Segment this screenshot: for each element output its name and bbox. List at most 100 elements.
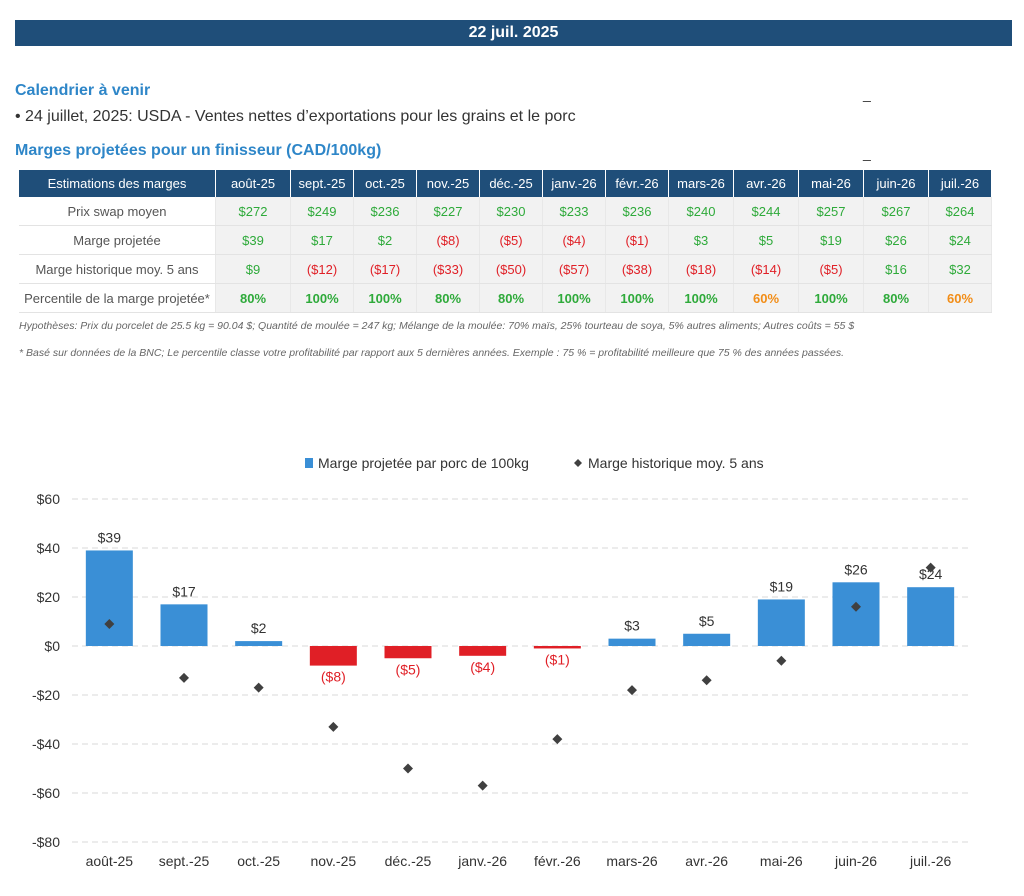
table-cell: ($57) (542, 254, 606, 284)
calendar-title: Calendrier à venir (15, 82, 151, 99)
table-header-month: nov.-25 (416, 170, 480, 197)
table-cell: $26 (863, 225, 929, 255)
historic-marker (925, 562, 936, 573)
historic-marker (179, 672, 189, 683)
table-header-month: avr.-26 (733, 170, 799, 197)
y-tick-label: $0 (44, 638, 60, 654)
historic-marker (477, 780, 488, 791)
y-tick-label: -$40 (32, 736, 60, 752)
table-cell: $19 (798, 225, 864, 255)
table-header-row: Estimations des marges août-25 sept.-25 oc… (19, 170, 992, 197)
bar (160, 604, 208, 646)
table-cell: ($17) (353, 254, 417, 284)
table-cell: $5 (733, 225, 799, 255)
table-cell: ($33) (416, 254, 480, 284)
table-cell: $32 (928, 254, 992, 284)
table-header-month: mai-26 (798, 170, 864, 197)
bar (459, 646, 507, 656)
hypotheses-note: Hypothèses: Prix du porcelet de 25.5 kg … (19, 320, 855, 332)
table-header-month: août-25 (215, 170, 291, 197)
table-cell: ($8) (416, 225, 480, 255)
x-tick-label: nov.-25 (310, 853, 356, 869)
table-cell: $244 (733, 197, 799, 226)
x-tick-label: juin-26 (834, 853, 877, 869)
x-tick-label: févr.-26 (534, 853, 581, 869)
data-label: ($1) (545, 651, 570, 667)
row-label: Prix swap moyen (19, 197, 216, 226)
data-label: $2 (251, 620, 267, 636)
bar (533, 646, 581, 649)
data-label: ($8) (321, 669, 346, 685)
bar (832, 582, 880, 646)
table-cell: ($5) (479, 225, 543, 255)
table-cell: $230 (479, 197, 543, 226)
table-cell: $3 (668, 225, 734, 255)
historic-marker (701, 675, 712, 686)
table-cell: $227 (416, 197, 480, 226)
table-cell: 100% (668, 283, 734, 313)
table-cell: ($18) (668, 254, 734, 284)
table-cell: 100% (290, 283, 354, 313)
y-tick-label: -$60 (32, 785, 60, 801)
table-cell: 100% (798, 283, 864, 313)
bar (683, 633, 731, 646)
data-label: $17 (172, 583, 196, 599)
table-cell: ($1) (605, 225, 669, 255)
x-tick-label: mars-26 (606, 853, 658, 869)
table-cell: 60% (928, 283, 992, 313)
table-cell: 80% (416, 283, 480, 313)
data-label: ($4) (470, 659, 495, 675)
table-cell: 100% (605, 283, 669, 313)
legend-bar-swatch (305, 458, 313, 468)
table-cell: ($5) (798, 254, 864, 284)
table-header-month: juil.-26 (928, 170, 992, 197)
table-cell: $249 (290, 197, 354, 226)
table-row: Percentile de la marge projetée* 80% 100% 1… (19, 283, 992, 313)
historic-marker (851, 601, 861, 612)
data-label: $39 (98, 529, 122, 545)
legend-marker-label: Marge historique moy. 5 ans (588, 455, 764, 471)
table-cell: $257 (798, 197, 864, 226)
row-label: Percentile de la marge projetée* (19, 283, 216, 313)
table-cell: $16 (863, 254, 929, 284)
table-cell: $236 (605, 197, 669, 226)
table-cell: $233 (542, 197, 606, 226)
legend-marker-swatch (574, 459, 582, 467)
x-tick-label: juil.-26 (909, 853, 951, 869)
table-header-label: Estimations des marges (19, 170, 216, 197)
table-header-month: janv.-26 (542, 170, 606, 197)
table-header-month: déc.-25 (479, 170, 543, 197)
table-cell: $9 (215, 254, 291, 284)
x-tick-label: avr.-26 (685, 853, 728, 869)
table-cell: $24 (928, 225, 992, 255)
x-tick-label: oct.-25 (237, 853, 280, 869)
bar (85, 550, 133, 646)
footnote: * Basé sur données de la BNC; Le percent… (19, 347, 845, 359)
y-tick-label: -$20 (32, 687, 60, 703)
table-header-month: mars-26 (668, 170, 734, 197)
y-tick-label: $60 (37, 491, 61, 507)
historic-marker (776, 655, 787, 666)
table-cell: 80% (215, 283, 291, 313)
margins-title: Marges projetées pour un finisseur (CAD/… (15, 142, 382, 159)
table-row: Prix swap moyen $272 $249 $236 $227 $230 $233 $… (19, 197, 992, 226)
historic-marker (403, 763, 413, 774)
y-tick-label: -$80 (32, 834, 60, 850)
date-banner: 22 juil. 2025 (15, 20, 1012, 46)
historic-marker (552, 734, 563, 745)
data-label: $26 (844, 561, 868, 577)
x-tick-label: janv.-26 (457, 853, 507, 869)
table-cell: $272 (215, 197, 291, 226)
table-header-month: oct.-25 (353, 170, 417, 197)
bar (757, 599, 805, 646)
table-cell: ($14) (733, 254, 799, 284)
y-tick-label: $20 (37, 589, 61, 605)
bar (235, 641, 283, 646)
table-cell: $17 (290, 225, 354, 255)
margins-table: Estimations des marges août-25 sept.-25 oc… (19, 170, 992, 313)
x-tick-label: sept.-25 (159, 853, 210, 869)
row-label: Marge projetée (19, 225, 216, 255)
legend-bar-label: Marge projetée par porc de 100kg (318, 455, 529, 471)
historic-marker (328, 721, 339, 732)
dash-mark: _ (863, 86, 871, 102)
